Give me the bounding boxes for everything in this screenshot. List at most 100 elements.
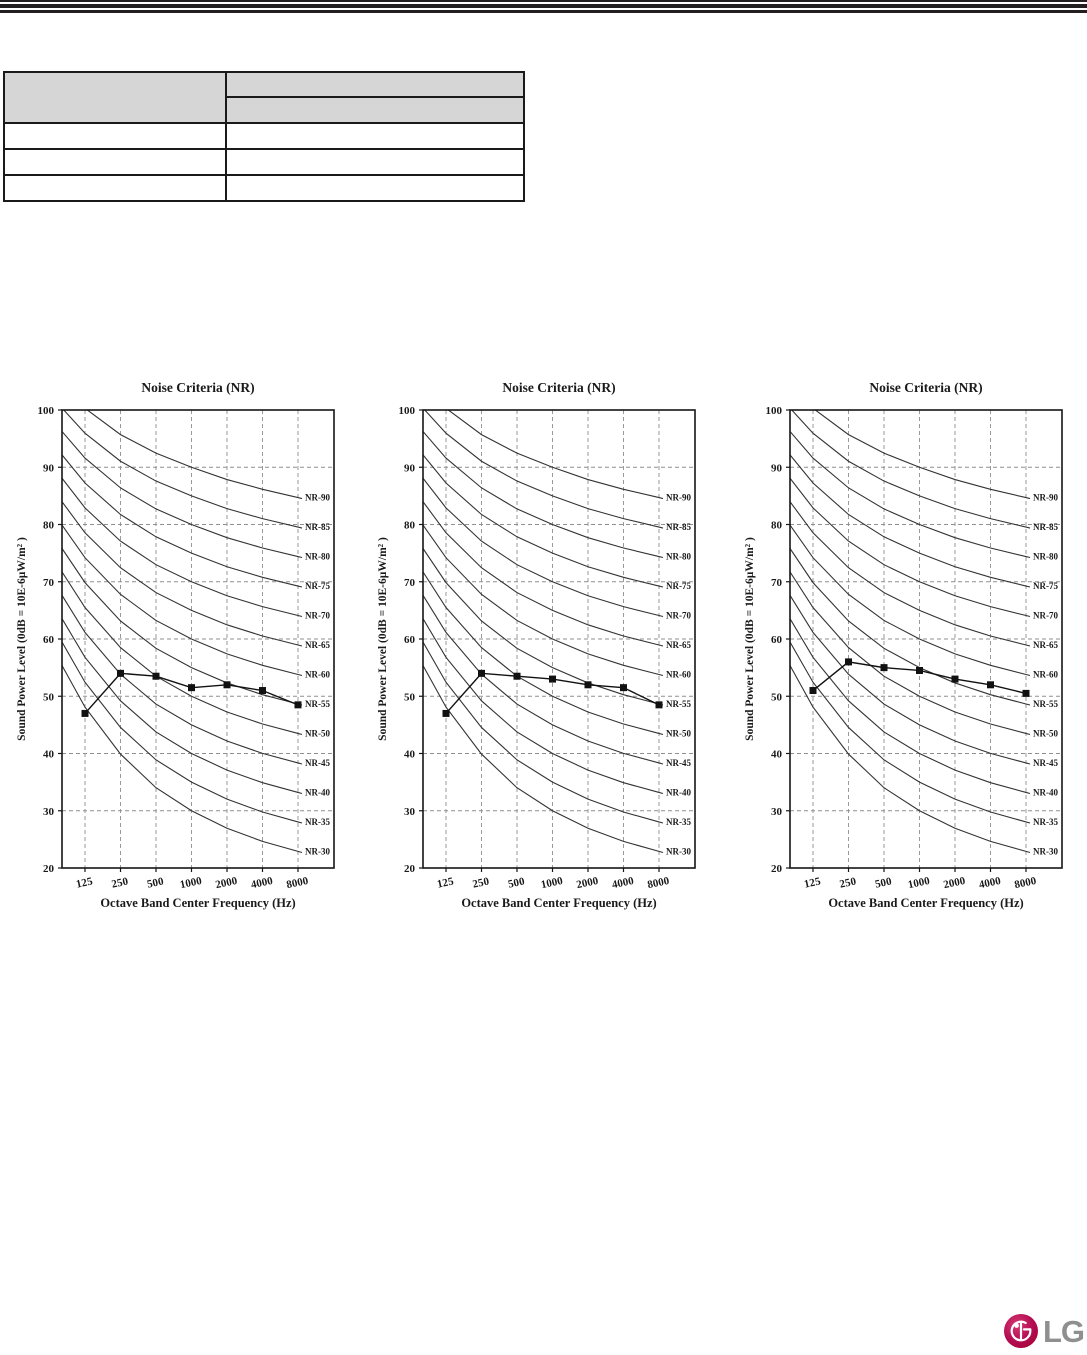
nr-curve xyxy=(423,548,664,706)
nr-curve-label: NR-75 xyxy=(1033,581,1058,591)
nr-curve-label: NR-70 xyxy=(1033,611,1058,621)
top-rule-stripe xyxy=(0,10,1087,13)
y-tick-label: 80 xyxy=(43,520,55,532)
y-tick-label: 80 xyxy=(404,520,416,532)
x-axis-label: Octave Band Center Frequency (Hz) xyxy=(828,896,1023,910)
x-tick-label: 8000 xyxy=(646,875,671,891)
measured-series xyxy=(442,669,663,717)
y-tick-label: 100 xyxy=(766,405,783,417)
y-tick-label: 100 xyxy=(38,405,55,417)
nr-reference-curves xyxy=(423,410,664,854)
measured-series-point xyxy=(809,687,817,695)
nr-curve xyxy=(423,524,664,677)
nr-curve-label: NR-65 xyxy=(666,640,691,650)
nr-curve xyxy=(790,501,1031,647)
nr-curve xyxy=(62,618,303,795)
nr-curve xyxy=(62,571,303,736)
y-tick-label: 60 xyxy=(771,634,783,646)
nr-curve-label: NR-90 xyxy=(666,493,691,503)
nr-curve-label: NR-50 xyxy=(666,728,691,738)
measured-series-point xyxy=(478,669,485,677)
nr-curve xyxy=(791,410,1031,529)
x-tick-label: 250 xyxy=(472,875,491,890)
measured-series-point xyxy=(81,709,89,717)
table-cell xyxy=(3,148,227,176)
nr-curve-label: NR-30 xyxy=(666,846,691,856)
chart-title: Noise Criteria (NR) xyxy=(141,380,254,395)
nr-curve-label: NR-65 xyxy=(305,640,330,650)
nr-curve xyxy=(423,665,664,854)
table-cell xyxy=(225,148,525,176)
nr-curve xyxy=(423,454,664,588)
measured-series-point xyxy=(152,672,160,680)
table-cell xyxy=(225,174,525,202)
x-tick-label: 500 xyxy=(146,875,165,890)
nr-curve-label: NR-55 xyxy=(1033,699,1058,709)
nr-curve-label: NR-45 xyxy=(1033,758,1058,768)
nr-curve xyxy=(790,431,1031,559)
nr-reference-curves xyxy=(790,410,1031,854)
y-tick-label: 20 xyxy=(404,863,416,875)
x-tick-label: 4000 xyxy=(611,875,636,891)
measured-series-point xyxy=(294,701,302,709)
nr-curve xyxy=(62,641,303,824)
nr-curve-label: NR-70 xyxy=(305,611,330,621)
y-tick-label: 50 xyxy=(771,691,783,703)
y-tick-label: 30 xyxy=(771,806,783,818)
nr-curve-label: NR-75 xyxy=(305,581,330,591)
lg-symbol-icon xyxy=(1004,1314,1038,1348)
measured-series-point xyxy=(584,681,592,689)
nr-curve-label: NR-90 xyxy=(305,493,330,503)
nr-curve-label: NR-45 xyxy=(305,758,330,768)
nr-curve-label: NR-85 xyxy=(666,522,691,532)
chart-title: Noise Criteria (NR) xyxy=(869,380,982,395)
x-axis-label: Octave Band Center Frequency (Hz) xyxy=(461,896,656,910)
nr-curve xyxy=(86,410,303,500)
y-tick-label: 50 xyxy=(404,691,416,703)
table-header-right-1 xyxy=(225,71,525,98)
y-tick-label: 100 xyxy=(399,405,416,417)
table-header-left xyxy=(3,71,227,124)
top-rule-gap xyxy=(0,2,1087,4)
nr-curve xyxy=(423,594,664,765)
x-tick-label: 2000 xyxy=(214,875,239,891)
y-tick-label: 90 xyxy=(43,462,55,474)
y-tick-label: 90 xyxy=(404,462,416,474)
nr-curve-label: NR-60 xyxy=(666,669,691,679)
nr-curve-label: NR-70 xyxy=(666,611,691,621)
nr-curve xyxy=(814,410,1031,500)
nr-curve xyxy=(423,618,664,795)
nr-curve-label: NR-80 xyxy=(666,552,691,562)
nr-curve xyxy=(447,410,664,500)
nr-curve xyxy=(423,501,664,647)
nr-curve-label: NR-30 xyxy=(1033,846,1058,856)
nr-curve xyxy=(790,618,1031,795)
nr-curve xyxy=(62,501,303,647)
x-tick-label: 500 xyxy=(874,875,893,890)
nr-curve xyxy=(790,571,1031,736)
nr-curve xyxy=(62,454,303,588)
y-tick-label: 20 xyxy=(43,863,55,875)
y-tick-label: 50 xyxy=(43,691,55,703)
nr-curve-label: NR-50 xyxy=(1033,728,1058,738)
top-rule-stripe xyxy=(0,0,1087,2)
x-tick-label: 1000 xyxy=(907,875,932,891)
x-tick-label: 250 xyxy=(839,875,858,890)
top-rule-stripe xyxy=(0,4,1087,8)
y-tick-label: 20 xyxy=(771,863,783,875)
x-tick-label: 4000 xyxy=(250,875,275,891)
y-tick-label: 90 xyxy=(771,462,783,474)
nr-curve xyxy=(423,641,664,824)
nr-curve-label: NR-35 xyxy=(305,817,330,827)
x-tick-label: 8000 xyxy=(1013,875,1038,891)
nr-curve-label: NR-55 xyxy=(305,699,330,709)
nr-curve xyxy=(423,571,664,736)
y-tick-label: 30 xyxy=(404,806,416,818)
chart-title: Noise Criteria (NR) xyxy=(502,380,615,395)
nr-curve-label: NR-30 xyxy=(305,846,330,856)
nr-curve-label: NR-60 xyxy=(1033,669,1058,679)
nr-curve-label: NR-80 xyxy=(305,552,330,562)
nr-curve xyxy=(790,477,1031,618)
gridlines xyxy=(423,410,695,868)
nr-curve-label: NR-75 xyxy=(666,581,691,591)
